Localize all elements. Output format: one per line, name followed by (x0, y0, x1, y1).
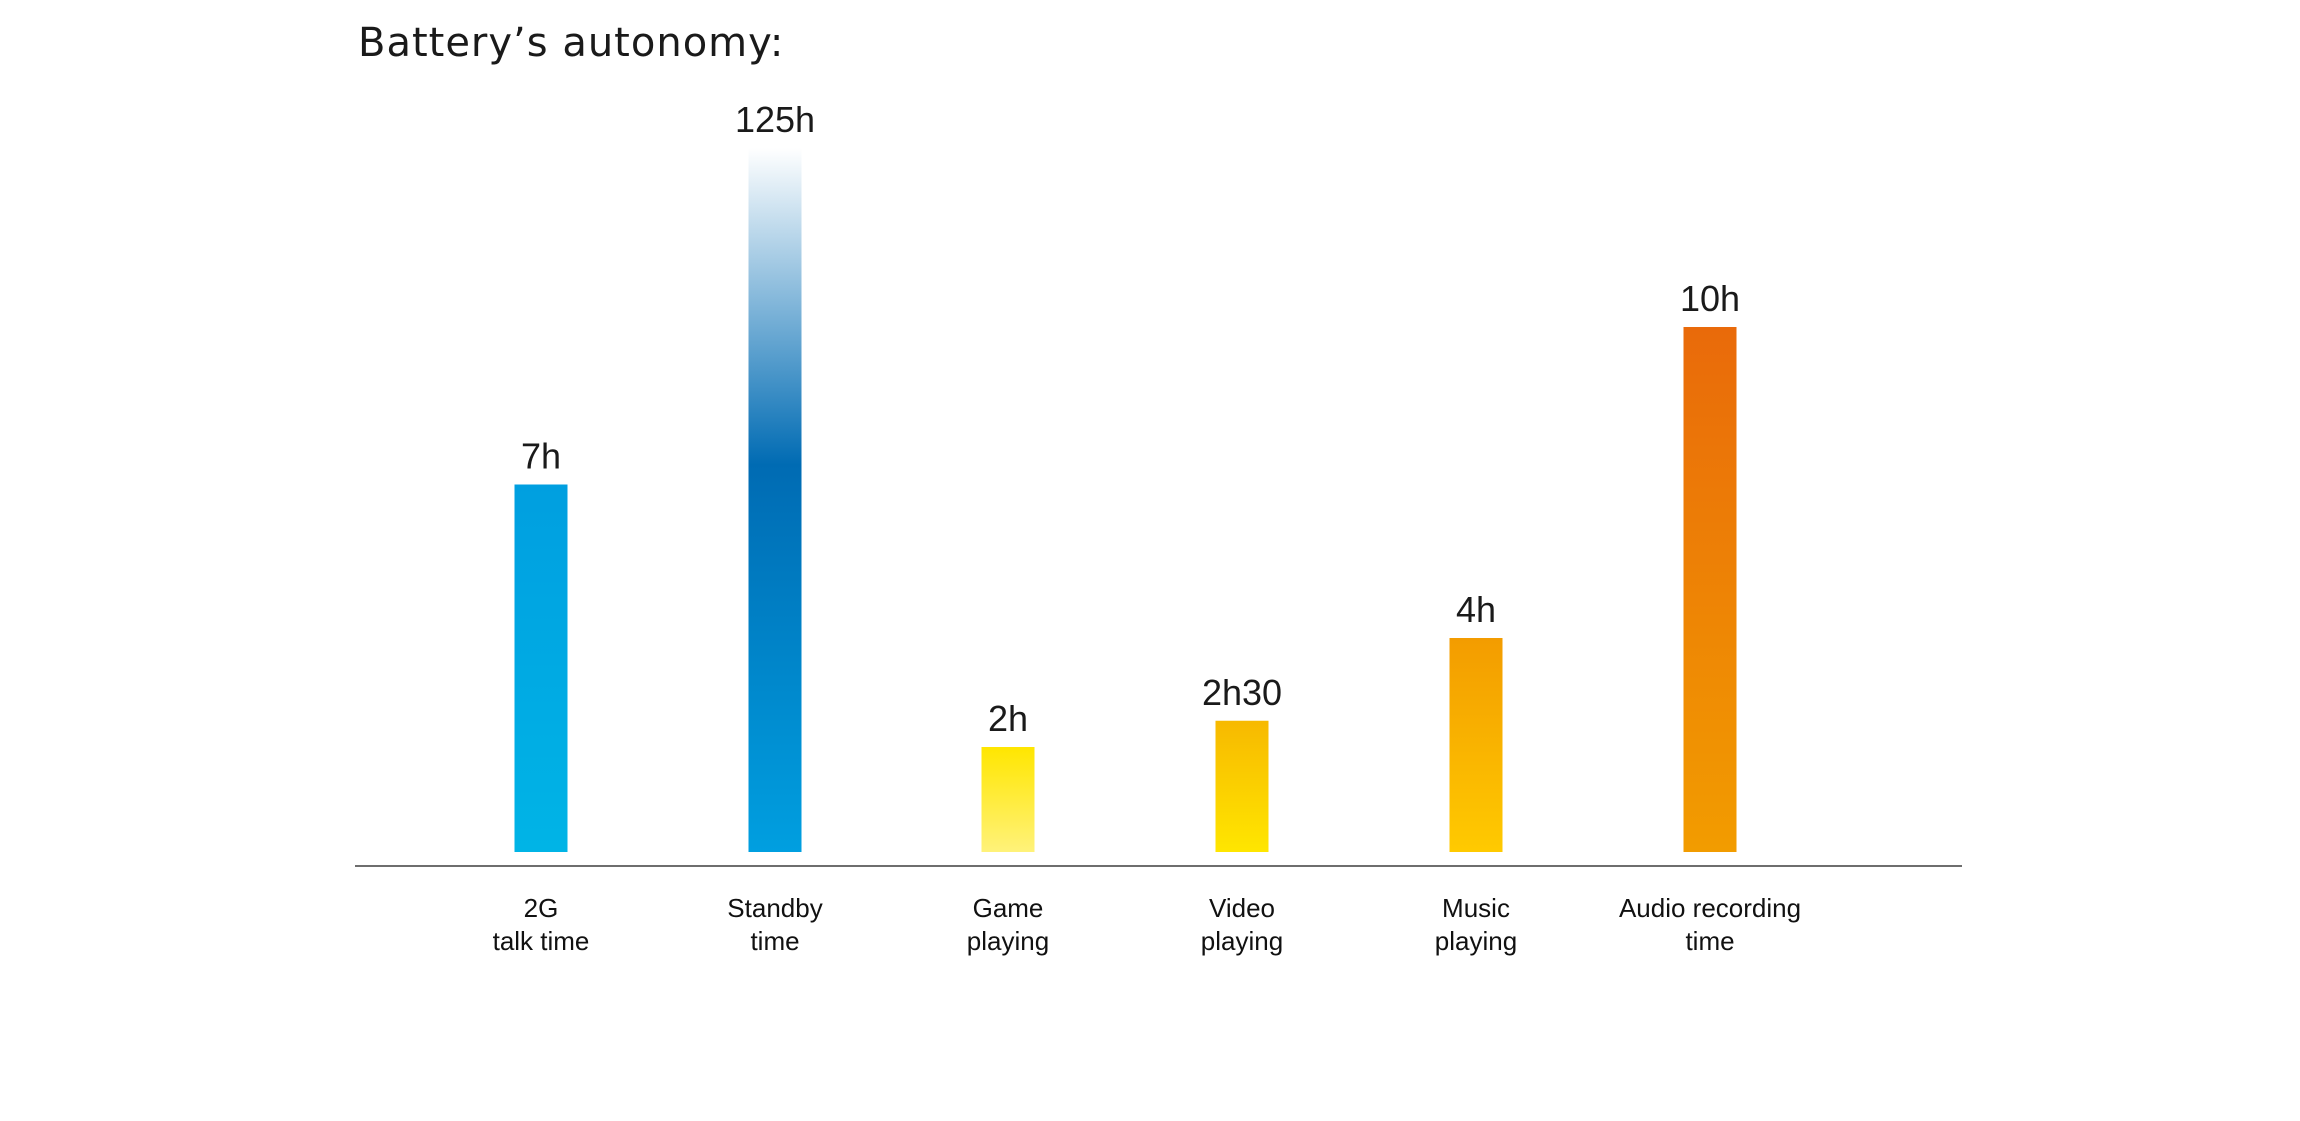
category-label-3-line-2: playing (967, 926, 1049, 956)
bar-4 (1215, 720, 1269, 852)
value-label-5: 4h (1456, 589, 1496, 630)
value-labels-layer: 7h 125h 2h 2h30 4h 10h (521, 99, 1740, 739)
category-label-5-line-2: playing (1435, 926, 1517, 956)
bar-2 (748, 148, 802, 852)
category-label-5-line-1: Music (1442, 893, 1510, 923)
value-label-4: 2h30 (1202, 672, 1282, 713)
category-label-3-line-1: Game (973, 893, 1044, 923)
bar-6 (1683, 327, 1737, 852)
value-label-1: 7h (521, 436, 561, 477)
category-label-4-line-2: playing (1201, 926, 1283, 956)
bars-layer (514, 148, 1737, 852)
category-label-2-line-2: time (750, 926, 799, 956)
category-label-1-line-1: 2G (524, 893, 559, 923)
category-label-6-line-1: Audio recording (1619, 893, 1801, 923)
value-label-6: 10h (1680, 278, 1740, 319)
value-label-3: 2h (988, 698, 1028, 739)
bar-1 (514, 484, 568, 852)
category-label-4-line-1: Video (1209, 893, 1275, 923)
chart-title: Battery’s autonomy: (358, 20, 785, 66)
category-label-2-line-1: Standby (727, 893, 822, 923)
bar-3 (981, 747, 1035, 852)
value-label-2: 125h (735, 99, 815, 140)
category-label-6-line-2: time (1685, 926, 1734, 956)
category-label-1-line-2: talk time (493, 926, 590, 956)
bar-5 (1449, 638, 1503, 852)
